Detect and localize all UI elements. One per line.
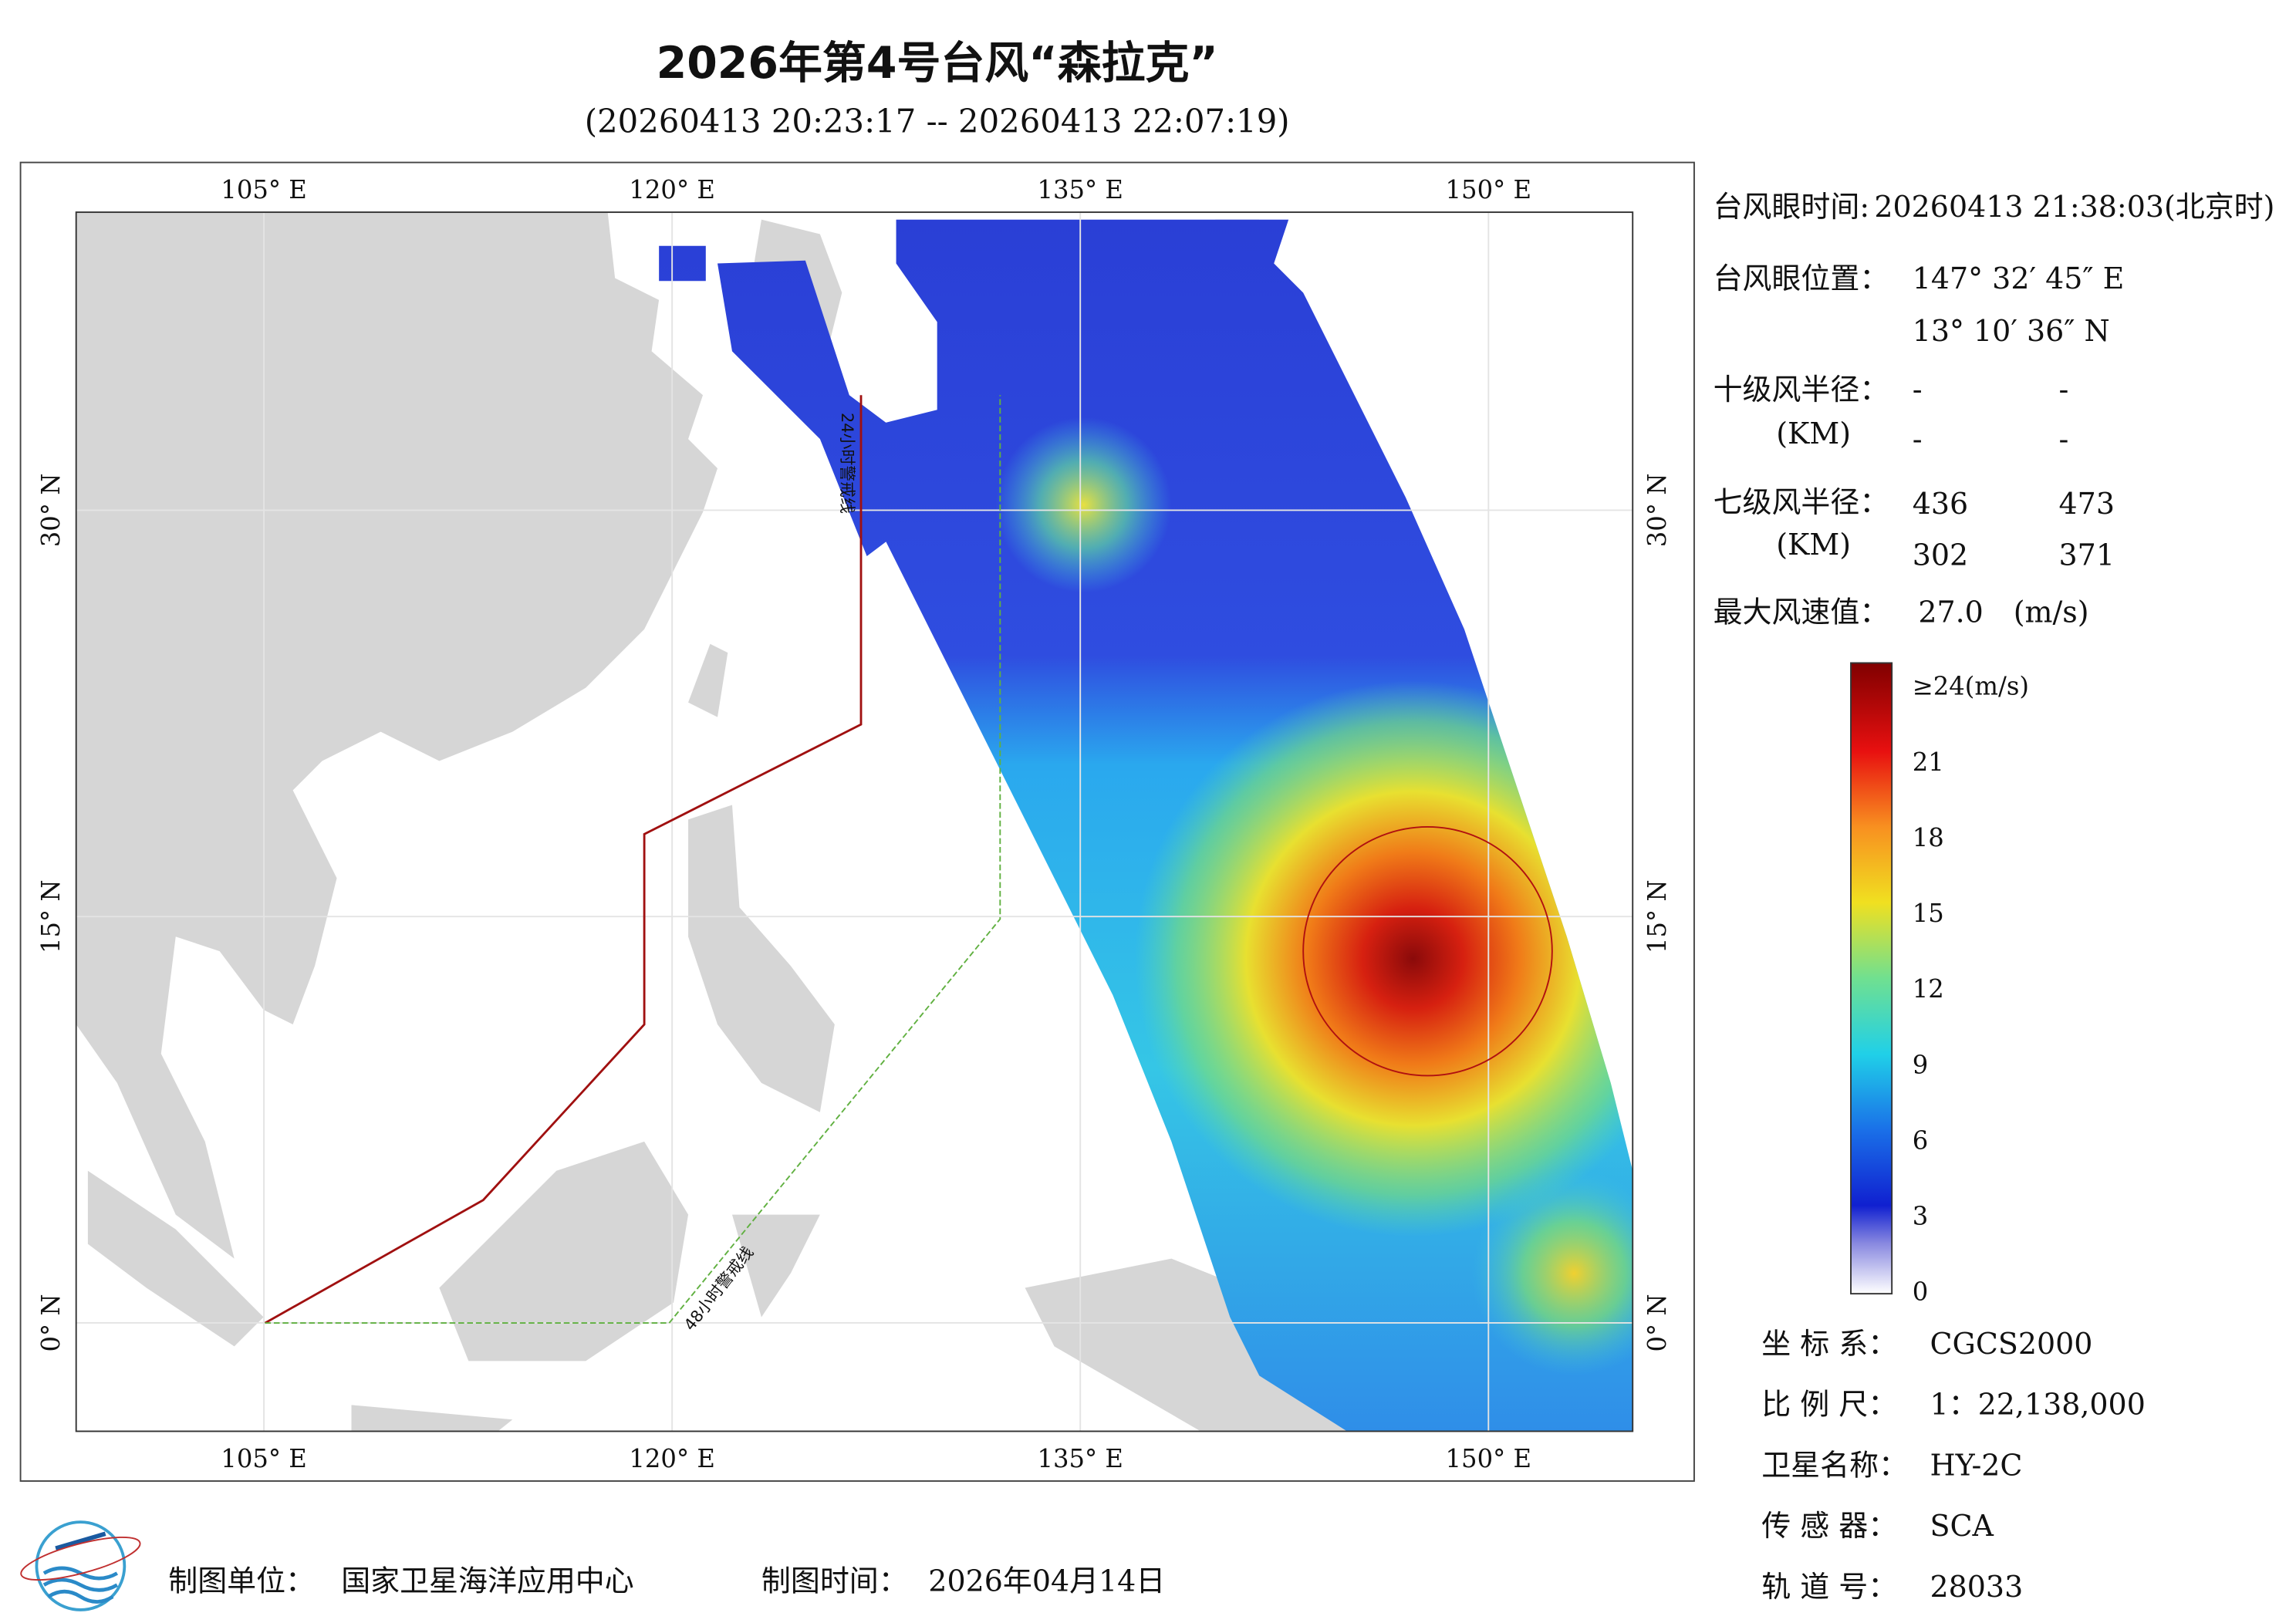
warning-label-24h: 24小时警戒线 <box>838 413 856 514</box>
lon-label: 135° E <box>1037 1444 1123 1473</box>
max-wind-label: 最大风速值： <box>1714 595 1889 629</box>
footer-unit: 国家卫星海洋应用中心 <box>341 1564 633 1598</box>
r7-label: 七级风半径： <box>1714 485 1889 519</box>
colorbar-tick-label: 0 <box>1913 1277 1929 1307</box>
eye-lat: 13° 10′ 36″ N <box>1913 314 2110 348</box>
map: 24小时警戒线 48小时警戒线 <box>76 212 1633 1432</box>
r7-value: 473 <box>2059 487 2115 521</box>
colorbar-tick-label: 18 <box>1913 823 1944 852</box>
detail-label: 比 例 尺： <box>1761 1388 1897 1422</box>
max-wind: 27.0 <box>1918 595 1984 629</box>
r10-value: - <box>2059 373 2069 407</box>
detail-value: 1：22,138,000 <box>1930 1388 2146 1422</box>
r10-label: 十级风半径： <box>1714 373 1889 407</box>
logo <box>20 1520 141 1611</box>
colorbar-tick-label: 15 <box>1913 899 1944 928</box>
lon-label: 150° E <box>1446 1444 1532 1473</box>
subtitle: (20260413 20:23:17 -- 20260413 22:07:19) <box>585 103 1290 140</box>
lon-label: 120° E <box>629 1444 715 1473</box>
colorbar <box>1850 662 1893 1295</box>
footer-unit-label: 制图单位： <box>168 1564 315 1598</box>
detail-value: 28033 <box>1930 1570 2024 1604</box>
detail-label: 卫星名称： <box>1761 1448 1908 1482</box>
footer-time-label: 制图时间： <box>761 1564 908 1598</box>
r7-unit: (KM) <box>1776 528 1851 562</box>
lat-label: 30° N <box>36 474 66 548</box>
r10-value: - <box>1913 373 1923 407</box>
lon-label: 105° E <box>221 175 307 204</box>
r10-value: - <box>2059 422 2069 456</box>
detail-value: HY-2C <box>1930 1448 2023 1482</box>
map-border <box>75 211 1634 1432</box>
detail-label: 坐 标 系： <box>1761 1327 1897 1361</box>
wind-radius <box>1302 825 1553 1077</box>
lat-label: 15° N <box>36 879 66 953</box>
r7-value: 371 <box>2059 538 2115 572</box>
max-wind-unit: (m/s) <box>2014 595 2089 629</box>
warning-line-48h <box>265 395 1001 1324</box>
colorbar-tick-label: 9 <box>1913 1050 1929 1079</box>
eye-position-label: 台风眼位置： <box>1714 262 1889 295</box>
lat-label: 15° N <box>1643 879 1672 953</box>
colorbar-tick-label: ≥24(m/s) <box>1913 672 2029 701</box>
detail-value: SCA <box>1930 1509 1994 1543</box>
map-frame <box>19 161 1695 1482</box>
title: 2026年第4号台风“森拉克” <box>657 38 1218 89</box>
lat-label: 0° N <box>36 1294 66 1351</box>
colorbar-tick-label: 12 <box>1913 974 1944 1004</box>
eye-time: 20260413 21:38:03(北京时) <box>1874 190 2274 224</box>
detail-label: 轨 道 号： <box>1761 1570 1897 1604</box>
lon-label: 105° E <box>221 1444 307 1473</box>
lon-label: 150° E <box>1446 175 1532 204</box>
r10-unit: (KM) <box>1776 417 1851 450</box>
detail-value: CGCS2000 <box>1930 1327 2093 1361</box>
r7-value: 302 <box>1913 538 1968 572</box>
colorbar-tick-label: 21 <box>1913 747 1944 777</box>
eye-time-label: 台风眼时间: <box>1714 190 1870 224</box>
r10-value: - <box>1913 422 1923 456</box>
colorbar-tick-label: 3 <box>1913 1202 1929 1231</box>
footer-time: 2026年04月14日 <box>928 1564 1165 1598</box>
warning-line-24h <box>264 395 863 1324</box>
lon-label: 120° E <box>629 175 715 204</box>
lon-label: 135° E <box>1037 175 1123 204</box>
detail-label: 传 感 器： <box>1761 1509 1897 1543</box>
colorbar-tick-label: 6 <box>1913 1125 1929 1155</box>
eye-lon: 147° 32′ 45″ E <box>1913 262 2125 295</box>
lat-label: 30° N <box>1643 474 1672 548</box>
lat-label: 0° N <box>1643 1294 1672 1351</box>
r7-value: 436 <box>1913 487 1968 521</box>
